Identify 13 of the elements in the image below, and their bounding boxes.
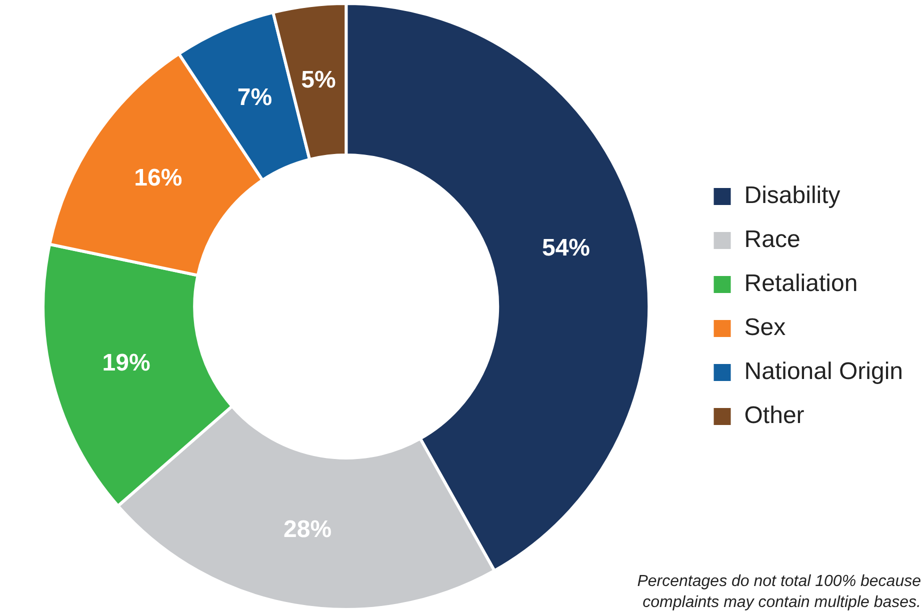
legend-label: Other bbox=[744, 402, 804, 430]
data-label: 5% bbox=[301, 66, 336, 94]
data-label: 7% bbox=[237, 84, 272, 112]
data-label: 54% bbox=[542, 234, 590, 262]
legend-label: Race bbox=[744, 226, 800, 254]
legend-label: Retaliation bbox=[744, 270, 858, 298]
legend-label: Sex bbox=[744, 314, 786, 342]
legend-label: Disability bbox=[744, 182, 840, 210]
data-label: 16% bbox=[134, 164, 182, 192]
data-label: 19% bbox=[102, 350, 150, 377]
data-label: 28% bbox=[284, 516, 332, 544]
legend-label: National Origin bbox=[744, 358, 904, 386]
text: Percentages do not total 100% because complaints may contain multiple bases. bbox=[636, 572, 921, 613]
